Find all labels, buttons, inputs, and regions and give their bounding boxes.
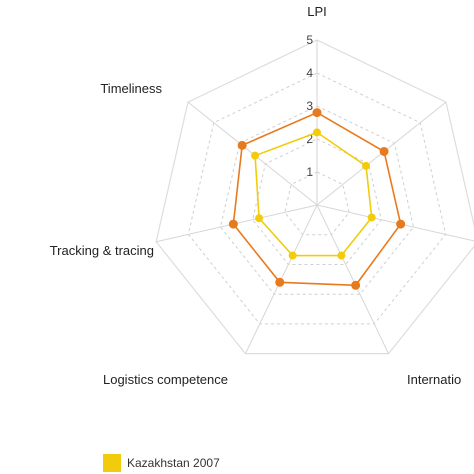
axis-label-lpi: LPI — [307, 4, 327, 19]
grid-ring-5 — [155, 39, 474, 355]
legend-swatch-kazakhstan-2007 — [103, 454, 121, 472]
axis-label-logistics-competence: Logistics competence — [103, 372, 228, 387]
point-series-1-lpi — [312, 108, 322, 118]
tick-label-3: 3 — [306, 99, 313, 113]
series-line-kazakhstan-2007 — [254, 131, 373, 257]
axis-label-tracking-tracing: Tracking & tracing — [50, 243, 154, 258]
legend: Kazakhstan 2007 — [103, 454, 220, 472]
point-kazakhstan-2007-lpi — [313, 128, 321, 137]
legend-label-kazakhstan-2007: Kazakhstan 2007 — [127, 456, 220, 470]
radial-tick-labels: 1 2 3 4 5 — [306, 33, 313, 179]
axis-labels: LPI Internatio Logistics competence Trackin… — [50, 4, 461, 387]
grid-ring-3 — [219, 105, 415, 295]
radar-grid — [155, 39, 474, 355]
axis-label-international-shipments: Internatio — [407, 372, 461, 387]
point-series-1-logistics-competence — [275, 277, 285, 287]
axis-label-timeliness: Timeliness — [100, 81, 162, 96]
point-kazakhstan-2007-timeliness — [251, 151, 260, 160]
tick-label-4: 4 — [306, 66, 313, 80]
axis-line-international-shipments — [316, 204, 390, 354]
tick-label-5: 5 — [306, 33, 313, 47]
point-series-1-customs — [379, 147, 389, 157]
point-series-1-timeliness — [237, 140, 247, 150]
tick-label-2: 2 — [306, 132, 313, 146]
point-series-1-infrastructure — [396, 219, 406, 229]
point-kazakhstan-2007-logistics-competence — [288, 251, 297, 260]
grid-ring-4 — [187, 72, 447, 325]
point-series-1-tracking-tracing — [228, 219, 238, 229]
point-series-1-international-shipments — [351, 280, 361, 290]
point-kazakhstan-2007-international-shipments — [337, 251, 346, 260]
point-kazakhstan-2007-customs — [362, 161, 371, 170]
tick-label-1: 1 — [306, 165, 313, 179]
grid-ring-2 — [252, 138, 382, 265]
axis-line-infrastructure — [316, 204, 474, 242]
series-line-series-1 — [232, 111, 402, 287]
series-layer — [228, 108, 406, 290]
point-kazakhstan-2007-infrastructure — [367, 213, 376, 222]
point-kazakhstan-2007-tracking-tracing — [255, 214, 264, 223]
